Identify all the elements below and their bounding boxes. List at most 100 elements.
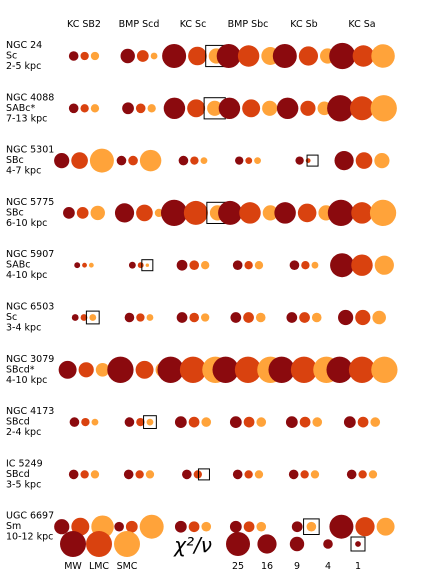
chi2-dot-mw: [68, 103, 79, 114]
chi2-dot-lmc: [244, 470, 253, 479]
chi2-dot-lmc: [351, 254, 373, 276]
chi2-dot-mw: [218, 200, 243, 225]
best-fit-box: [85, 310, 100, 325]
chi2-dot-mw: [232, 260, 243, 271]
chi2-dot-mw: [69, 417, 80, 427]
chi2-dot-lmc: [348, 356, 376, 383]
chi2-dot-mw: [71, 314, 79, 321]
scale-value-label: 1: [355, 561, 361, 572]
chi2-dot-smc: [145, 263, 150, 267]
chi2-dot-smc: [207, 100, 223, 116]
chi2-dot-smc: [254, 157, 261, 164]
legend-label: MW: [64, 561, 82, 572]
chi2-dot-smc: [311, 312, 322, 323]
chi2-dot-lmc: [80, 104, 89, 113]
galaxy-radius-range: 10-12 kpc: [6, 532, 53, 543]
chi2-dot-mw: [285, 416, 298, 428]
chi2-dot-mw: [286, 312, 298, 323]
chi2-dot-smc: [89, 314, 97, 321]
chi2-dot-mw: [346, 469, 357, 480]
chi2-dot-smc: [371, 356, 398, 383]
chi2-dot-mw: [272, 44, 297, 68]
chi2-dot-mw: [295, 156, 304, 165]
galaxy-type: SBcd: [6, 469, 30, 480]
scale-box: [350, 536, 366, 552]
chi2-dot-smc: [255, 312, 266, 323]
legend-dot-smc: [114, 531, 140, 557]
chi2-dot-mw: [329, 42, 356, 70]
galaxy-radius-range: 4-10 kpc: [6, 375, 47, 386]
chi2-dot-smc: [256, 417, 267, 427]
chi2-dot-smc: [262, 100, 278, 116]
chi2-dot-mw: [218, 97, 241, 120]
chi2-dot-mw: [327, 95, 354, 122]
chi2-dot-smc: [150, 52, 158, 60]
chi2-dot-mw: [160, 199, 188, 227]
best-fit-box: [143, 415, 157, 429]
galaxy-type: SBc: [6, 207, 24, 218]
legend-dot-mw: [60, 531, 86, 557]
chi2-dot-lmc: [242, 99, 261, 118]
chi2-dot-mw: [276, 97, 299, 120]
galaxy-name: NGC 3079: [6, 354, 54, 365]
chi2-dot-mw: [334, 151, 354, 171]
galaxy-name: NGC 4088: [6, 92, 54, 103]
chi2-dot-smc: [310, 470, 320, 479]
chi2-dot-mw: [122, 102, 134, 115]
column-header: KC Sb: [290, 19, 317, 30]
chi2-dot-lmc: [355, 152, 373, 169]
legend-label: SMC: [117, 561, 138, 572]
chi2-dot-lmc: [245, 157, 253, 164]
scale-dot: [289, 536, 305, 552]
chi2-dot-lmc: [189, 260, 200, 271]
chi2-dot-lmc: [297, 203, 317, 223]
chi2-dot-lmc: [135, 360, 154, 379]
chi2-dot-mw: [54, 519, 70, 535]
chi2-dot-smc: [91, 418, 99, 426]
chi2-dot-lmc: [137, 262, 144, 269]
galaxy-name: NGC 6503: [6, 302, 54, 313]
galaxy-name: UGC 6697: [6, 511, 54, 522]
chi2-dot-lmc: [78, 362, 94, 378]
chi2-dot-mw: [338, 309, 354, 326]
chi2-dot-smc: [90, 51, 100, 61]
scale-value-label: 9: [294, 561, 300, 572]
chi2-dot-lmc: [300, 100, 316, 116]
chi2-dot-smc: [146, 418, 154, 426]
chi2-dot-mw: [268, 356, 295, 383]
best-fit-box: [197, 468, 210, 481]
chi2-dot-lmc: [350, 96, 374, 121]
chi2-dot-mw: [107, 356, 134, 383]
best-fit-box: [141, 259, 154, 272]
chi2-dot-mw: [176, 312, 188, 323]
chi2-dot-mw: [120, 48, 135, 64]
chi2-dot-smc: [89, 148, 114, 173]
chi2-dot-mw: [288, 469, 299, 480]
chi2-dot-mw: [326, 356, 353, 383]
chi2-dot-lmc: [357, 416, 369, 428]
galaxy-type: Sm: [6, 521, 21, 532]
galaxy-radius-range: 2-4 kpc: [6, 427, 41, 438]
galaxy-type: Sc: [6, 312, 17, 323]
chi2-dot-smc: [88, 262, 94, 268]
chi2-dot-smc: [256, 521, 267, 532]
legend-dot-lmc: [86, 531, 112, 557]
chi2-dot-smc: [368, 470, 378, 479]
chi2-dot-lmc: [189, 312, 200, 323]
chi2-dot-mw: [330, 253, 355, 278]
galaxy-type: SBcd*: [6, 364, 35, 375]
chi2-dot-lmc: [355, 517, 375, 537]
scale-dot: [355, 541, 361, 547]
chi2-dot-mw: [229, 520, 242, 533]
chi2-dot-mw: [123, 469, 134, 480]
chi2-dot-mw: [114, 521, 124, 532]
chi2-dot-smc: [139, 149, 162, 172]
chi2-dot-mw: [63, 207, 75, 219]
chi2-dot-smc: [312, 417, 323, 427]
chi2-dot-mw: [74, 262, 81, 269]
chi2-dot-mw: [182, 469, 192, 480]
chi2-dot-mw: [68, 469, 79, 480]
galaxy-name: IC 5249: [6, 458, 43, 469]
chi2-dot-smc: [146, 314, 154, 321]
chi2-dot-lmc: [71, 152, 88, 169]
